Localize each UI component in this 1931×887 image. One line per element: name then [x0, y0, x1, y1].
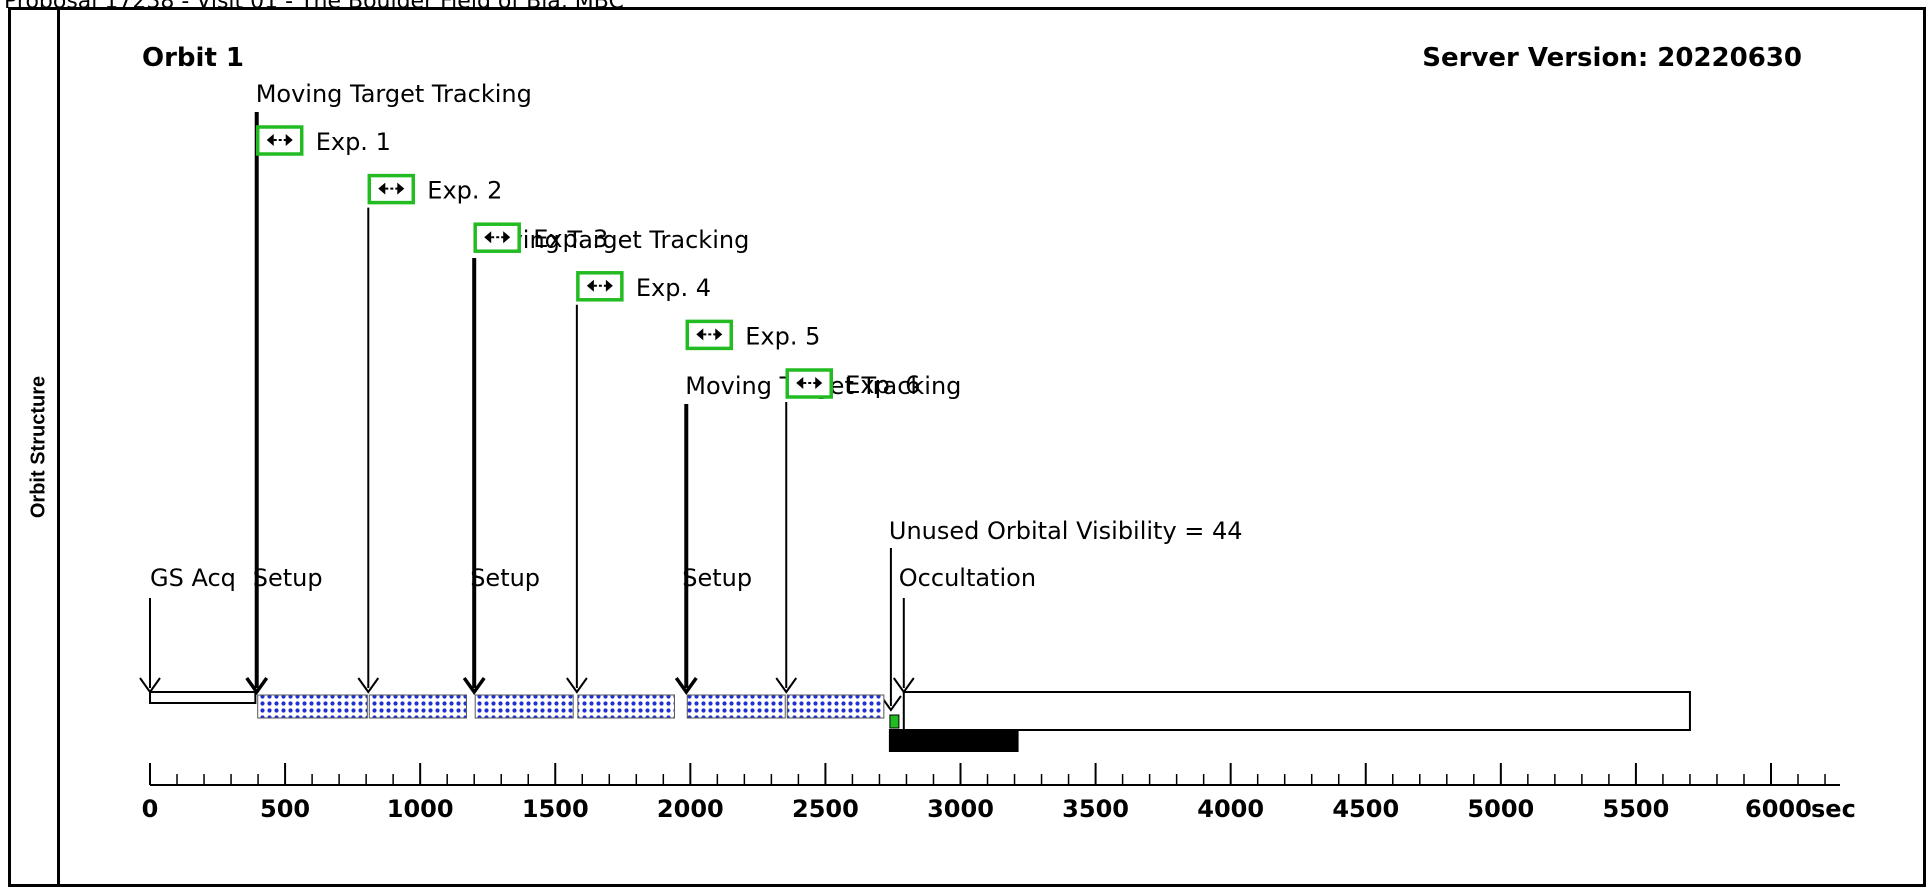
exposure-marker-4: [566, 304, 588, 694]
exposure-bar-1: [257, 694, 368, 719]
gs-acq-bar: [149, 691, 257, 704]
occultation-label: Occultation: [899, 564, 1036, 592]
server-version: Server Version: 20220630: [1422, 43, 1802, 73]
axis-tick-label: 5000: [1467, 795, 1534, 823]
exposure-3-label: Exp. 3: [533, 225, 608, 253]
exposure-5: Exp. 5: [685, 319, 820, 350]
occultation-marker: [892, 598, 915, 694]
exposure-bar-5: [686, 694, 786, 719]
double-arrow-icon-left: [484, 231, 492, 244]
double-arrow-icon-right: [503, 231, 511, 244]
double-arrow-icon: [796, 377, 823, 389]
exposure-1: Exp. 1: [255, 125, 391, 156]
occultation-bar: [902, 691, 1691, 731]
exposure-1-label: Exp. 1: [316, 128, 391, 156]
gs-acq-label: GS Acq: [150, 564, 236, 592]
exposure-5-label: Exp. 5: [745, 322, 820, 350]
setup-label: Setup: [253, 564, 323, 592]
exposure-marker-2-arrowhead: [357, 677, 380, 694]
exposure-2-label: Exp. 2: [427, 177, 502, 205]
double-arrow-icon-left: [796, 377, 804, 389]
axis-tick-label: 1500: [522, 795, 589, 823]
exposure-4-label: Exp. 4: [636, 274, 711, 302]
setup-marker-1: [245, 112, 269, 696]
double-arrow-icon-left: [266, 134, 274, 146]
exposure-bar-4: [577, 694, 675, 719]
double-arrow-icon-left: [378, 182, 386, 195]
double-arrow-icon-left: [586, 279, 594, 292]
axis-tick-label: 3000: [927, 795, 994, 823]
double-arrow-icon-right: [815, 377, 823, 389]
axis-tick-label: 500: [260, 795, 310, 823]
unused-visibility-bar: [889, 714, 900, 729]
exposure-marker-2: [357, 207, 380, 694]
axis-tick-label: 4000: [1197, 795, 1264, 823]
setup-label: Setup: [682, 564, 752, 592]
exposure-marker-6-arrowhead: [775, 677, 798, 694]
axis-tick-label: 2000: [657, 795, 724, 823]
unused-visibility-label: Unused Orbital Visibility = 44: [889, 517, 1243, 545]
exposure-2-box: [367, 173, 416, 205]
axis-tick-label: 4500: [1332, 795, 1399, 823]
double-arrow-icon-right: [715, 328, 723, 341]
exposure-marker-6: [775, 402, 798, 694]
setup-marker-3: [674, 404, 698, 696]
double-arrow-icon: [586, 279, 613, 292]
exposure-marker-4-arrowhead: [566, 677, 588, 694]
axis-tick-label: 5500: [1603, 795, 1670, 823]
exposure-6: Exp. 6: [785, 368, 920, 399]
side-panel: Orbit Structure: [8, 7, 60, 887]
window-title: Proposal 17238 - Visit 01 - The Boulder …: [0, 0, 1931, 10]
double-arrow-icon-right: [285, 134, 293, 146]
exposure-bar-6: [786, 694, 885, 719]
exposure-3-box: [473, 222, 521, 253]
double-arrow-icon-left: [696, 328, 704, 341]
exposure-bar-3: [474, 694, 574, 719]
double-arrow-icon: [266, 134, 293, 146]
black-band: [888, 729, 1019, 752]
exposure-4: Exp. 4: [576, 271, 711, 302]
double-arrow-icon: [696, 328, 723, 341]
setup-marker-2-arrowhead: [462, 676, 486, 696]
double-arrow-icon-right: [605, 279, 613, 292]
moving-target-tracking-label: Moving Target Tracking: [256, 80, 532, 108]
axis-tick-label: 1000: [387, 795, 454, 823]
exposure-6-label: Exp. 6: [845, 371, 920, 399]
gs-acq-marker: [139, 598, 161, 694]
double-arrow-icon: [484, 231, 511, 244]
setup-marker-1-arrowhead: [245, 676, 269, 696]
setup-marker-3-arrowhead: [674, 676, 698, 696]
orbit-title: Orbit 1: [142, 43, 244, 73]
axis-tick-label: 2500: [792, 795, 859, 823]
exposure-3: Exp. 3: [473, 222, 608, 253]
double-arrow-icon-right: [397, 182, 405, 195]
axis-tick-label: 6000: [1745, 795, 1812, 823]
exposure-6-box: [785, 368, 833, 399]
axis-tick-label: 0: [142, 795, 159, 823]
setup-marker-2: [462, 258, 486, 696]
double-arrow-icon: [378, 182, 405, 195]
exposure-bar-2: [368, 694, 467, 719]
exposure-2: Exp. 2: [367, 173, 502, 205]
axis-unit-label: sec: [1811, 795, 1856, 823]
setup-label: Setup: [470, 564, 540, 592]
axis-tick-label: 3500: [1062, 795, 1129, 823]
